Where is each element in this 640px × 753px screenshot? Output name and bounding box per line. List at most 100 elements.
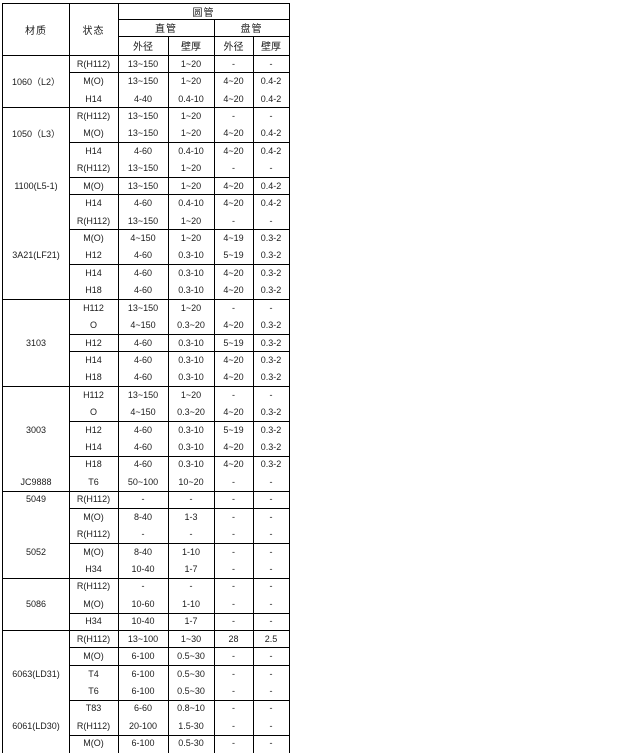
cell-coil-od: - (232, 546, 235, 557)
cell-coil-wall: 0.4-2 (260, 93, 282, 104)
cell-coil-wall: 0.3-2 (260, 232, 282, 243)
cell-straight-wall: 0.3-10 (178, 459, 204, 470)
cell-straight-wall: 0.5-30 (178, 738, 204, 749)
cell-temper: R(H112) (76, 215, 111, 226)
header-cell-material: 材质 (25, 26, 47, 37)
cell-straight-od: 13~150 (127, 389, 159, 400)
cell-temper: M(O) (83, 738, 104, 749)
header-cell-coil-wall: 壁厚 (261, 42, 281, 53)
cell-coil-od: 4~20 (223, 354, 244, 365)
cell-coil-wall: - (269, 686, 273, 696)
cell-coil-od: - (232, 215, 235, 226)
cell-temper: H112 (83, 302, 104, 313)
cell-coil-od: 4~20 (223, 93, 244, 104)
cell-coil-wall: - (269, 58, 273, 69)
cell-coil-od: - (232, 738, 235, 749)
row-divider (69, 194, 289, 196)
column-divider (118, 4, 119, 753)
cell-coil-od: 5~19 (223, 424, 244, 435)
row-divider (69, 142, 289, 144)
cell-coil-wall: 0.3-2 (260, 354, 282, 365)
cell-temper: M(O) (83, 180, 104, 191)
cell-temper: R(H112) (76, 494, 111, 505)
cell-coil-od: 4~20 (223, 459, 244, 470)
cell-straight-wall: 0.3-10 (178, 250, 204, 261)
row-divider (3, 630, 289, 632)
cell-straight-wall: 0.5~30 (177, 651, 205, 662)
cell-temper: H112 (83, 389, 104, 400)
header-cell-straight-pipe: 直管 (155, 24, 177, 35)
column-divider (168, 36, 169, 753)
cell-straight-wall: 0.3-10 (178, 424, 204, 435)
cell-straight-od: 4-60 (133, 459, 152, 470)
cell-coil-wall: 0.3-2 (260, 285, 282, 296)
cell-straight-wall: 0.3-10 (178, 354, 204, 365)
row-divider (69, 420, 289, 422)
cell-temper: R(H112) (76, 163, 111, 174)
row-divider (3, 386, 289, 388)
cell-straight-od: 10-40 (131, 616, 155, 627)
cell-coil-wall: 0.3-2 (260, 459, 282, 470)
material-label: 3103 (25, 337, 47, 348)
cell-coil-wall: - (269, 302, 273, 313)
cell-straight-od: - (141, 494, 145, 505)
cell-straight-od: - (141, 581, 145, 592)
cell-straight-wall: - (189, 494, 193, 505)
cell-coil-od: 4~20 (223, 76, 244, 87)
cell-straight-wall: 0.4-10 (178, 93, 204, 104)
cell-straight-wall: 0.3-10 (178, 337, 204, 348)
cell-straight-wall: 0.3-10 (178, 285, 204, 296)
cell-straight-wall: 0.3-10 (178, 267, 204, 278)
cell-coil-od: - (232, 389, 235, 400)
cell-temper: T83 (85, 703, 102, 714)
cell-straight-wall: 1-7 (184, 616, 198, 627)
cell-straight-wall: 0.3~20 (177, 320, 205, 331)
cell-temper: M(O) (83, 128, 104, 139)
material-label: 5052 (25, 546, 47, 557)
cell-coil-od: - (232, 494, 235, 505)
cell-temper: O (89, 320, 97, 331)
cell-coil-od: - (232, 651, 235, 662)
material-spec-table: 材质 状态 圆管 直管 盘管 外径 壁厚 外径 壁厚 R(H112) 13~150… (2, 3, 290, 753)
cell-coil-wall: - (269, 389, 273, 400)
cell-straight-wall: 1-3 (184, 511, 198, 522)
cell-temper: H34 (85, 564, 102, 575)
cell-coil-wall: - (269, 163, 273, 174)
cell-temper: H18 (85, 459, 102, 470)
cell-straight-wall: 1-10 (181, 546, 200, 557)
column-divider (214, 19, 215, 753)
cell-straight-od: 4-60 (133, 354, 152, 365)
header-cell-straight-wall: 壁厚 (181, 42, 201, 53)
cell-straight-wall: 10~20 (178, 476, 204, 487)
row-divider (69, 176, 289, 178)
header-cell-round-pipe: 圆管 (192, 8, 215, 19)
cell-coil-wall: - (269, 564, 273, 575)
material-label: 3A21(LF21) (12, 250, 60, 261)
row-divider (69, 351, 289, 353)
cell-straight-wall: 0.8~10 (177, 703, 205, 714)
cell-straight-od: 4~150 (130, 232, 156, 243)
row-divider (69, 508, 289, 510)
cell-straight-wall: 1~20 (180, 58, 202, 69)
cell-temper: H18 (85, 372, 102, 383)
cell-coil-od: - (232, 110, 235, 121)
cell-straight-wall: 1.5-30 (178, 720, 204, 731)
row-divider (69, 542, 289, 544)
cell-straight-od: 6-100 (131, 686, 155, 696)
cell-temper: R(H112) (76, 581, 111, 592)
header-cell-coil-pipe: 盘管 (240, 24, 263, 35)
cell-straight-od: 4-60 (133, 250, 152, 261)
material-label: 5049 (25, 494, 47, 505)
cell-straight-od: 6-100 (131, 668, 155, 679)
cell-coil-wall: - (269, 720, 273, 731)
column-divider (69, 4, 70, 753)
cell-straight-wall: 1~20 (180, 215, 202, 226)
cell-coil-wall: 0.3-2 (260, 250, 282, 261)
cell-coil-wall: - (269, 476, 273, 487)
cell-coil-wall: - (269, 651, 273, 662)
cell-coil-od: 5~19 (223, 337, 244, 348)
cell-straight-wall: - (189, 581, 193, 592)
cell-straight-od: 6-100 (131, 651, 155, 662)
cell-straight-od: 13~150 (127, 76, 159, 87)
